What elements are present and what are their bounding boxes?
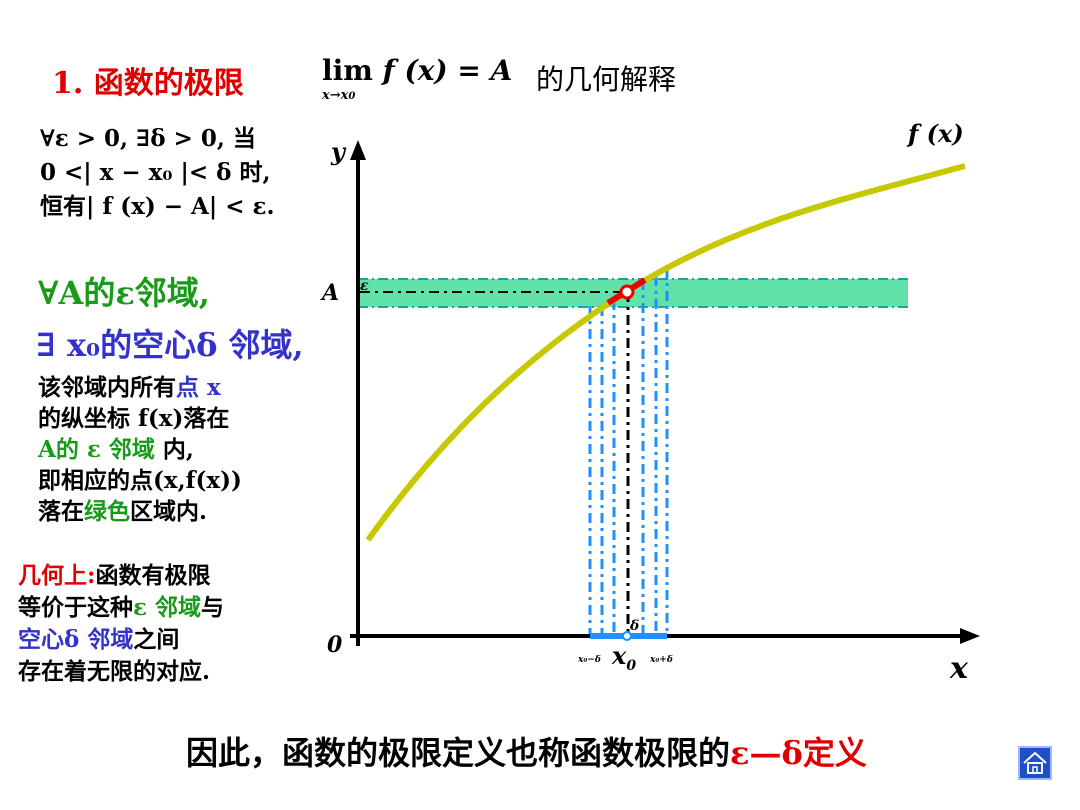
lim-symbol: lim	[322, 54, 373, 87]
x-axis-label: x	[949, 651, 969, 686]
curve-label: f (x)	[906, 119, 964, 148]
limit-formula: lim f (x) = A x→x0	[322, 54, 513, 103]
x0-label: x0	[611, 641, 636, 674]
origin-label: 0	[327, 632, 343, 658]
right-delta-tick-label: x₀+δ	[649, 655, 673, 665]
epsilon-label: ε	[360, 278, 369, 294]
home-button[interactable]	[1018, 746, 1052, 780]
formula-caption: 的几何解释	[536, 63, 677, 96]
geometric-meaning: 几何上:函数有极限 等价于这种ε 邻域与 空心δ 邻域之间 存在着无限的对应.	[18, 562, 224, 685]
definition-line-3: 恒有| f (x) − A| < ε.	[40, 193, 275, 220]
limit-subscript: x→x0	[322, 88, 356, 103]
y-axis-label: y	[330, 137, 347, 166]
y-axis-arrow	[350, 140, 366, 160]
epsilon-delta-definition: ∀ε > 0, ∃δ > 0, 当 0 <| x − x₀ |< δ 时, 恒有…	[40, 122, 275, 224]
delta-neighborhood-heading: ∃ x₀的空心δ 邻域,	[36, 326, 304, 364]
explanation-paragraph: 该邻域内所有点 x 的纵坐标 f(x)落在 A的 ε 邻域 内, 即相应的点(x…	[38, 374, 242, 525]
delta-label: δ	[629, 618, 639, 634]
limit-point	[619, 284, 635, 300]
left-delta-tick-label: x₀−δ	[577, 655, 601, 665]
definition-line-1: ∀ε > 0, ∃δ > 0, 当	[40, 125, 256, 152]
x-axis-arrow	[960, 628, 980, 644]
conclusion-text: 因此，函数的极限定义也称函数极限的ε—δ定义	[186, 734, 867, 772]
slide-title: 1. 函数的极限	[52, 66, 244, 101]
limit-expression: f (x) = A	[372, 54, 513, 87]
epsilon-neighborhood-heading: ∀A的ε邻域,	[38, 274, 210, 312]
x0-hollow-point	[622, 631, 632, 641]
home-icon	[1023, 751, 1047, 774]
delta-lines	[588, 268, 669, 636]
definition-line-2: 0 <| x − x₀ |< δ 时,	[40, 159, 271, 186]
a-label: A	[320, 280, 339, 306]
